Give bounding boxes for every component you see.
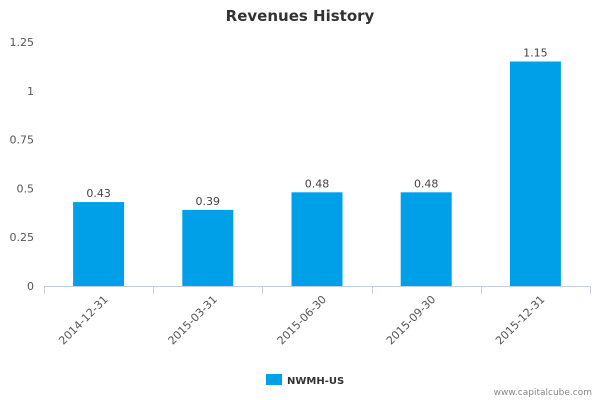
x-tick-label: 2014-12-31 — [56, 293, 110, 347]
x-tick-label: 2015-12-31 — [493, 293, 547, 347]
y-axis: 0 0.25 0.5 0.75 1 1.25 — [10, 36, 35, 293]
x-tick-label: 2015-03-31 — [166, 293, 220, 347]
y-tick-label: 0.25 — [10, 231, 35, 244]
data-label: 0.48 — [305, 177, 330, 190]
bar[interactable] — [509, 61, 561, 286]
data-label: 0.43 — [86, 187, 111, 200]
legend-label-nwmh-us: NWMH-US — [287, 376, 344, 387]
data-label: 1.15 — [523, 47, 548, 60]
watermark: www.capitalcube.com — [494, 388, 592, 398]
y-tick-label: 0.5 — [17, 182, 35, 195]
chart-title: Revenues History — [226, 7, 375, 25]
y-tick-label: 0.75 — [10, 134, 35, 147]
y-tick-label: 0 — [27, 280, 34, 293]
x-tick-label: 2015-09-30 — [384, 293, 438, 347]
bar[interactable] — [73, 202, 125, 286]
legend[interactable]: NWMH-US — [266, 374, 344, 387]
data-label: 0.48 — [414, 177, 439, 190]
x-axis: 2014-12-31 2015-03-31 2015-06-30 2015-09-30… — [44, 286, 591, 347]
bar[interactable] — [182, 209, 234, 286]
bar[interactable] — [291, 192, 343, 286]
y-tick-label: 1.25 — [10, 36, 35, 49]
y-tick-label: 1 — [27, 85, 34, 98]
legend-swatch — [266, 374, 282, 385]
bar[interactable] — [400, 192, 452, 286]
x-tick-label: 2015-06-30 — [275, 293, 329, 347]
bars: 0.43 0.39 0.48 0.48 1.15 — [73, 47, 561, 286]
data-label: 0.39 — [196, 195, 221, 208]
